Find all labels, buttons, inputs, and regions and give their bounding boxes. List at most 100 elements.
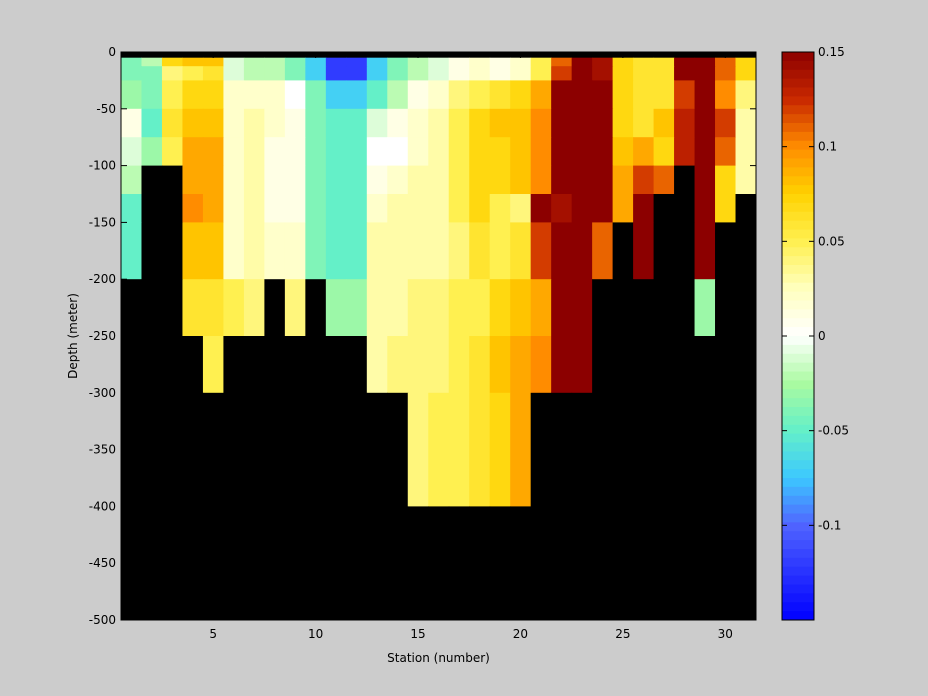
heatmap-cell [633, 222, 655, 280]
heatmap-cell [387, 52, 409, 59]
colorbar-band [782, 309, 814, 319]
colorbar-band [782, 495, 814, 506]
colorbar-band [782, 380, 814, 390]
colorbar-band [782, 353, 814, 364]
heatmap-cell [674, 165, 696, 195]
colorbar-band [782, 140, 814, 151]
colorbar-ticks: 0.15 0.1 0.05 0 -0.05 -0.1 [782, 45, 849, 532]
heatmap-cell [530, 194, 552, 223]
colorbar-band [782, 256, 814, 266]
heatmap-cell [407, 506, 429, 621]
heatmap-cell [469, 336, 491, 394]
heatmap-cell [346, 506, 368, 621]
heatmap-cell [633, 194, 655, 223]
heatmap-cell [264, 108, 286, 138]
heatmap-cell [161, 165, 183, 195]
heatmap-cell [653, 108, 675, 138]
heatmap-cell [202, 137, 224, 167]
y-tick-label: -150 [89, 215, 116, 229]
heatmap-cell [571, 279, 593, 337]
heatmap-cell [469, 194, 491, 223]
heatmap-cell [530, 336, 552, 394]
heatmap-cell [674, 194, 696, 223]
heatmap-cell [223, 165, 245, 195]
colorbar-band [782, 149, 814, 159]
heatmap-cell [264, 222, 286, 280]
heatmap-cell [715, 80, 737, 110]
heatmap-cell [284, 279, 306, 337]
heatmap-cell [202, 506, 224, 621]
heatmap-cell [141, 194, 163, 223]
heatmap-cell [551, 279, 573, 337]
heatmap-cell [510, 392, 532, 507]
heatmap-cell [694, 392, 716, 507]
heatmap-cell [366, 57, 388, 67]
heatmap-cell [161, 52, 183, 59]
heatmap-cell [612, 108, 634, 138]
heatmap-cell [510, 80, 532, 110]
heatmap-cell [633, 392, 655, 507]
heatmap-cell [530, 57, 552, 67]
heatmap-cell [571, 66, 593, 81]
heatmap-cell [448, 137, 470, 167]
heatmap-cell [428, 222, 450, 280]
heatmap-cell [366, 80, 388, 110]
heatmap-cell [161, 80, 183, 110]
heatmap-cell [489, 57, 511, 67]
heatmap-cell [284, 165, 306, 195]
colorbar-band [782, 60, 814, 71]
heatmap-cell [325, 279, 347, 337]
heatmap-cell [284, 66, 306, 81]
heatmap-cell [448, 52, 470, 59]
colorbar-band [782, 87, 814, 97]
heatmap-cell [141, 392, 163, 507]
heatmap-cell [592, 108, 614, 138]
heatmap-cell [264, 506, 286, 621]
heatmap-cell [571, 222, 593, 280]
heatmap-cell [551, 392, 573, 507]
heatmap-cell [448, 57, 470, 67]
heatmap-cell [653, 57, 675, 67]
heatmap-cell [264, 279, 286, 337]
heatmap-cell [653, 80, 675, 110]
heatmap-cell [592, 137, 614, 167]
heatmap-cell [284, 506, 306, 621]
heatmap-cell [551, 80, 573, 110]
heatmap-cell [202, 336, 224, 394]
heatmap-cell [202, 165, 224, 195]
heatmap-cell [182, 80, 204, 110]
heatmap-cell [633, 80, 655, 110]
heatmap-cell [121, 165, 142, 195]
heatmap-cell [735, 57, 757, 67]
heatmap-cell [469, 108, 491, 138]
heatmap-cell [121, 222, 142, 280]
heatmap-cell [141, 279, 163, 337]
heatmap-cell [448, 80, 470, 110]
heatmap-cell [387, 108, 409, 138]
heatmap-cell [325, 336, 347, 394]
heatmap-cell [735, 336, 757, 394]
heatmap-cell [284, 194, 306, 223]
heatmap-cell [407, 194, 429, 223]
colorbar-band [782, 407, 814, 417]
heatmap-cell [592, 66, 614, 81]
heatmap-cell [325, 137, 347, 167]
heatmap-cell [387, 57, 409, 67]
heatmap-cell [469, 392, 491, 507]
colorbar-tick-label: 0 [818, 329, 826, 343]
heatmap-cell [715, 108, 737, 138]
heatmap-cell [161, 137, 183, 167]
heatmap-cell [571, 108, 593, 138]
heatmap-cell [653, 66, 675, 81]
heatmap-cell [612, 279, 634, 337]
heatmap-cell [448, 165, 470, 195]
colorbar-band [782, 291, 814, 301]
heatmap-cell [571, 137, 593, 167]
heatmap-cell [305, 108, 327, 138]
heatmap-cell [387, 194, 409, 223]
heatmap-cell [633, 57, 655, 67]
heatmap-cell [633, 165, 655, 195]
heatmap-cell [407, 279, 429, 337]
colorbar-band [782, 318, 814, 328]
colorbar-band [782, 211, 814, 222]
